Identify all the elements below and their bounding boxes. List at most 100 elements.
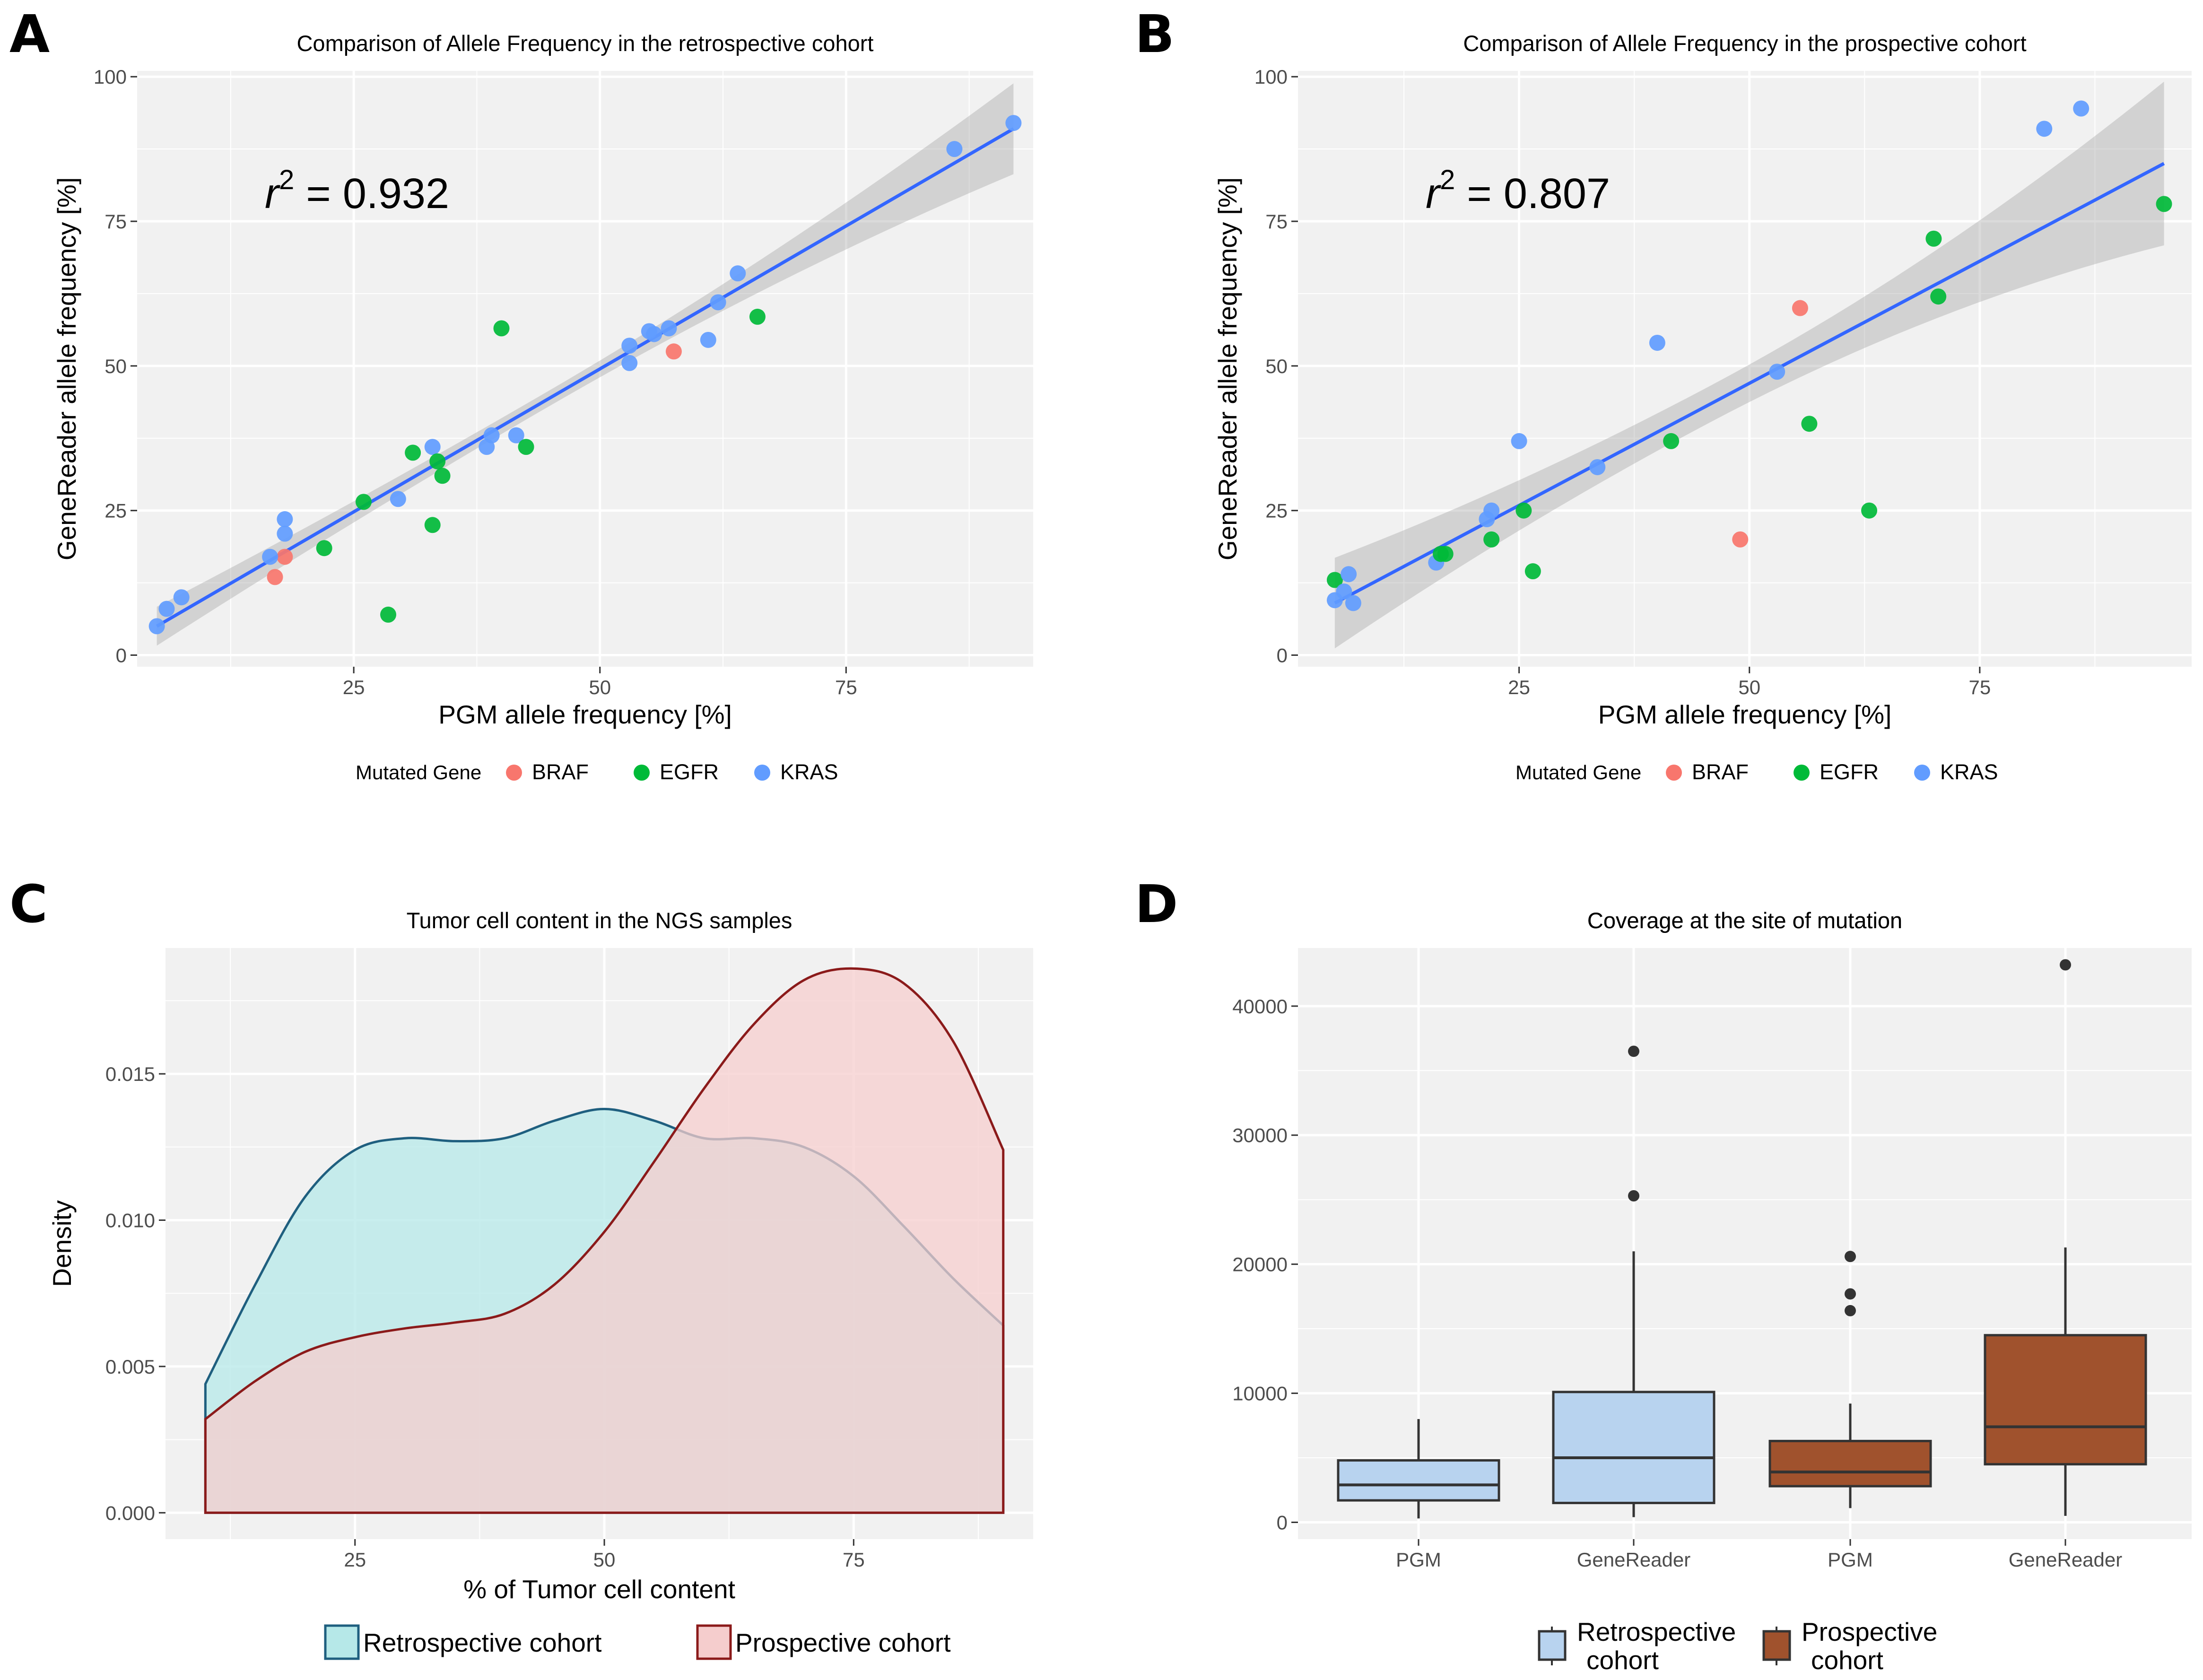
outlier-point [1845,1251,1856,1262]
y-tick-label: 0.000 [105,1502,155,1524]
regression-line [156,127,1015,628]
y-tick-label: 0 [116,644,127,667]
legend-key-kras [754,765,770,781]
legend-key-kras [1914,765,1930,781]
x-tick-label: GeneReader [1577,1549,1691,1571]
panel-letter-b: B [1135,4,1175,64]
data-point-kras [946,141,963,157]
y-tick-label: 40000 [1232,995,1288,1018]
panel-d-coverage-boxplot: 0 10000 20000 30000 40000 Coverage at the sit… [1232,908,2192,1675]
y-tick-label: 100 [94,66,127,88]
y-tick-label: 50 [104,355,127,377]
data-point-kras [1511,433,1527,449]
data-point-egfr [1861,502,1878,519]
box-2 [1768,1440,1932,1488]
data-point-egfr [405,444,421,461]
data-point-braf [267,569,283,585]
data-point-egfr [380,606,397,623]
x-tick-label: 25 [343,676,365,698]
x-tick-label: 75 [835,676,857,698]
data-point-kras [646,326,662,342]
x-axis-title: PGM allele frequency [%] [438,700,732,729]
x-axis-title: % of Tumor cell content [463,1575,735,1604]
outlier-point [1628,1190,1639,1202]
data-point-egfr [1930,288,1947,305]
confidence-band [1334,81,2164,649]
y-tick-label: 0.015 [105,1063,155,1085]
legend-title: Mutated Gene [356,761,481,783]
x-tick-label: 50 [589,676,611,698]
chart-title: Tumor cell content in the NGS samples [407,908,792,933]
data-point-egfr [1663,433,1680,449]
data-point-kras [2036,121,2053,137]
y-tick-label: 100 [1254,66,1288,88]
r-symbol: r [1426,170,1441,218]
data-point-kras [621,338,638,354]
data-point-braf [1732,531,1749,548]
y-tick-label: 75 [1265,210,1288,233]
data-point-egfr [493,320,510,337]
y-tick-label: 10000 [1232,1383,1288,1405]
legend-label-retrospective: Retrospective cohort [363,1628,601,1657]
chart-title: Coverage at the site of mutation [1587,908,1902,933]
x-tick-label: 75 [1968,676,1991,698]
x-tick-label: 50 [1738,676,1760,698]
y-tick-label: 50 [1265,355,1288,377]
data-point-kras [730,265,746,282]
x-tick-label: 75 [843,1549,865,1571]
data-point-kras [277,511,293,528]
data-point-egfr [1524,563,1541,580]
plot-background [1298,71,2192,667]
data-point-kras [277,525,293,542]
data-point-egfr [1326,572,1343,588]
legend-title: Mutated Gene [1515,761,1641,783]
legend-key-prospective [696,1624,732,1660]
panel-letter-a: A [9,4,50,64]
data-point-kras [1589,459,1606,475]
data-point-kras [700,331,716,348]
data-point-kras [1769,364,1785,380]
r-exponent: 2 [279,165,294,195]
outlier-point [1845,1305,1856,1316]
chart-title: Coverage at the site of mutation [1587,908,1902,933]
data-point-egfr [1483,531,1500,548]
y-tick-label: 25 [1265,500,1288,522]
data-point-egfr [355,494,372,510]
y-axis-title: Density [47,1200,77,1287]
r-squared-annotation: r2 = 0.932 [265,165,449,218]
panel-b-scatter-prospective: 0 25 50 75 100 Comparison of Allele Frequency… [1213,31,2192,784]
legend-label-line1: Retrospective [1577,1617,1736,1646]
data-point-kras [158,601,175,617]
panel-a-scatter-retrospective: 0 25 50 75 100 Comparison of Allele Frequency… [52,31,1033,784]
legend-label-kras: KRAS [1940,760,1998,784]
legend-label-prospective: Prospective cohort [735,1628,951,1657]
legend-key-prospective [1762,1630,1791,1661]
x-tick-label: 25 [1508,676,1530,698]
density-prospective [204,967,1005,1514]
data-point-egfr [1925,230,1942,247]
data-point-kras [148,618,165,635]
data-point-egfr [1801,416,1818,432]
data-point-kras [621,355,638,371]
data-point-kras [508,427,524,444]
data-point-kras [2073,100,2090,117]
data-point-kras [1005,115,1022,131]
data-point-egfr [424,517,441,533]
data-point-braf [1792,300,1808,316]
x-tick-label: GeneReader [2009,1549,2123,1571]
r-value: = 0.807 [1455,170,1610,218]
legend-key-egfr [1794,765,1810,781]
outlier-point [1845,1288,1856,1300]
data-point-egfr [1515,502,1532,519]
data-point-kras [424,439,441,455]
legend-label-line2: cohort [1586,1645,1659,1675]
chart-title: Comparison of Allele Frequency in the re… [296,31,873,56]
data-point-kras [173,589,190,606]
x-tick-label: PGM [1828,1549,1873,1571]
legend-label-egfr: EGFR [1820,760,1879,784]
box-1 [1552,1391,1715,1505]
confidence-band [157,83,1014,646]
data-point-kras [262,548,279,565]
y-tick-label: 20000 [1232,1253,1288,1276]
